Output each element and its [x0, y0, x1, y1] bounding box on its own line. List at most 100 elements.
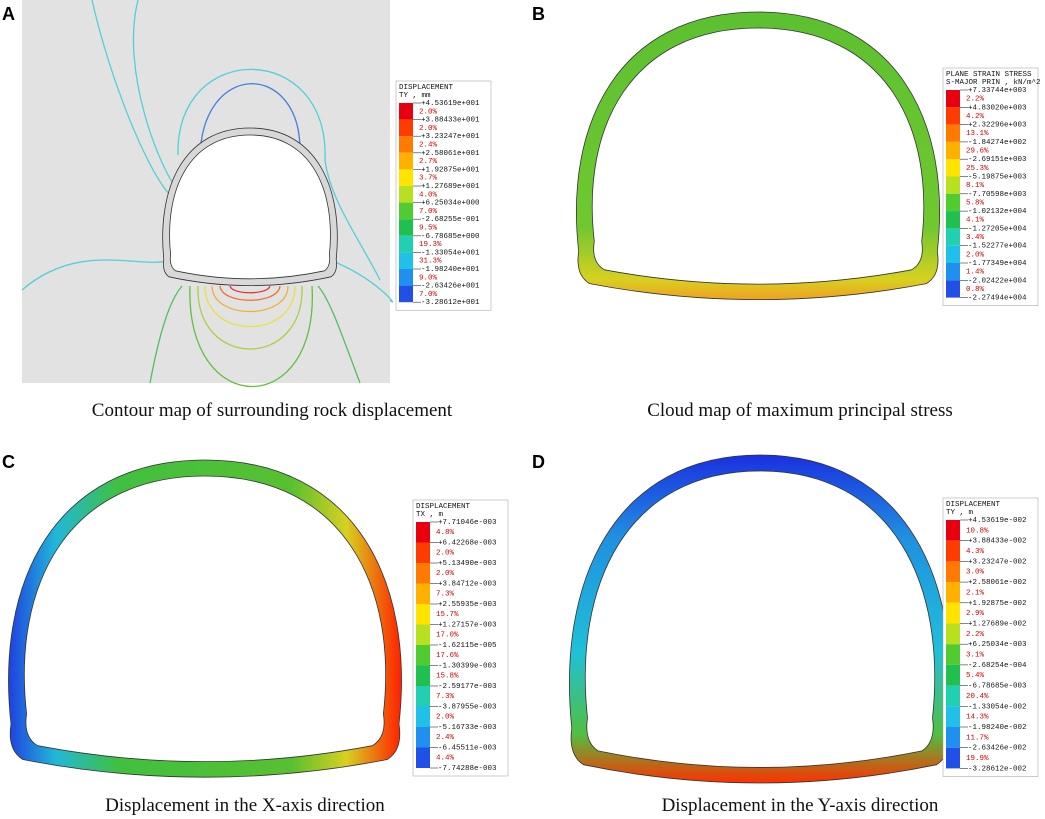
- legend-percent: 9.5%: [419, 224, 438, 232]
- caption: Contour map of surrounding rock displace…: [92, 400, 453, 421]
- legend-percent: 2.2%: [966, 96, 985, 104]
- legend-swatch: [399, 152, 413, 170]
- legend-percent: 7.0%: [419, 291, 438, 299]
- legend-percent: 5.4%: [966, 672, 985, 680]
- legend-swatch: [416, 624, 430, 645]
- legend-percent: 9.0%: [419, 274, 438, 282]
- legend-swatch: [946, 245, 960, 263]
- legend-value: +1.92875e-002: [968, 600, 1027, 608]
- legend-title: S-MAJOR PRIN , kN/m^2: [946, 78, 1041, 87]
- legend-value: +1.27689e-002: [968, 620, 1027, 628]
- legend-percent: 4.1%: [966, 217, 985, 225]
- legend-swatch: [946, 623, 960, 645]
- legend-swatch: [946, 176, 960, 194]
- legend-swatch: [946, 124, 960, 142]
- legend-percent: 2.0%: [966, 251, 985, 259]
- legend-value: -2.27494e+004: [968, 295, 1027, 303]
- legend-percent: 15.8%: [436, 673, 459, 681]
- legend-value: +1.27157e-003: [438, 621, 497, 629]
- panel-letter: C: [2, 452, 15, 472]
- legend-swatch: [946, 280, 960, 298]
- legend-value: -1.52277e+004: [968, 243, 1027, 251]
- legend-percent: 2.4%: [419, 141, 438, 149]
- legend-swatch: [399, 235, 413, 253]
- contour-lines: [21, 0, 394, 387]
- legend-swatch: [946, 263, 960, 281]
- legend-value: -2.68255e-001: [421, 216, 480, 224]
- legend-value: -1.62115e-005: [438, 642, 497, 650]
- legend-swatch: [946, 747, 960, 769]
- caption: Displacement in the Y-axis direction: [662, 795, 939, 816]
- legend-percent: 2.0%: [436, 714, 455, 722]
- legend-percent: 3.1%: [966, 652, 985, 660]
- legend-percent: 7.0%: [419, 208, 438, 216]
- legend-percent: 2.0%: [436, 550, 455, 558]
- legend-value: +6.25034e-003: [968, 641, 1027, 649]
- legend-value: +1.92875e+001: [421, 166, 480, 174]
- legend-percent: 20.4%: [966, 693, 989, 701]
- legend-percent: 17.0%: [436, 632, 459, 640]
- legend-swatch: [416, 563, 430, 584]
- legend-percent: 4.3%: [966, 548, 985, 556]
- legend-percent: 5.8%: [966, 199, 985, 207]
- legend-value: -1.84274e+002: [968, 139, 1027, 147]
- legend-swatch: [399, 186, 413, 203]
- legend-percent: 2.0%: [436, 570, 455, 578]
- legend-percent: 11.7%: [966, 734, 989, 742]
- legend-percent: 17.6%: [436, 652, 459, 660]
- legend-value: -1.33054e+001: [421, 249, 480, 257]
- legend-swatch: [946, 211, 960, 229]
- legend-value: -2.69151e+003: [968, 156, 1027, 164]
- legend-swatch: [946, 159, 960, 177]
- legend-swatch: [399, 252, 413, 269]
- legend-swatch: [946, 685, 960, 707]
- legend-value: +3.23247e+001: [421, 133, 480, 141]
- legend-value: +2.55935e-003: [438, 601, 497, 609]
- legend-value: +1.27689e+001: [421, 183, 480, 191]
- tunnel-opening: [591, 27, 925, 285]
- legend-swatch: [416, 747, 430, 768]
- legend-value: -2.63426e+001: [421, 283, 480, 291]
- legend-value: -2.63426e-002: [968, 745, 1027, 753]
- legend-title: DISPLACEMENT: [399, 84, 454, 92]
- legend-value: -3.28612e+001: [421, 299, 480, 307]
- panel-letter: B: [532, 4, 545, 24]
- legend-percent: 3.4%: [966, 234, 985, 242]
- legend-value: -1.02132e+004: [968, 208, 1027, 216]
- legend-percent: 25.3%: [966, 165, 989, 173]
- tunnel-opening: [169, 134, 331, 280]
- legend-title: PLANE STRAIN STRESS: [946, 71, 1032, 79]
- legend-percent: 8.1%: [966, 182, 985, 190]
- legend-percent: 3.0%: [966, 569, 985, 577]
- legend-value: -5.16733e-003: [438, 724, 497, 732]
- legend-swatch: [946, 90, 960, 108]
- legend-percent: 15.7%: [436, 611, 459, 619]
- legend-percent: 2.4%: [436, 734, 455, 742]
- legend-value: +2.58061e+001: [421, 150, 480, 158]
- caption: Displacement in the X-axis direction: [105, 795, 385, 816]
- legend-value: -1.30399e-003: [438, 662, 497, 670]
- legend-percent: 2.0%: [419, 125, 438, 133]
- legend-value: +3.88433e+001: [421, 117, 480, 125]
- legend-value: -6.78685e-003: [968, 683, 1027, 691]
- legend-swatch: [416, 706, 430, 727]
- tunnel-opening: [23, 475, 387, 763]
- legend-percent: 1.4%: [966, 269, 985, 277]
- legend-value: -6.45511e-003: [438, 744, 497, 752]
- legend-swatch: [946, 520, 960, 541]
- legend-value: +5.13490e-003: [438, 560, 497, 568]
- legend-percent: 10.8%: [966, 527, 989, 535]
- legend-percent: 2.7%: [419, 158, 438, 166]
- legend-value: +7.71046e-003: [438, 519, 497, 527]
- legend-swatch: [399, 219, 413, 236]
- legend-value: +4.53619e-002: [968, 517, 1027, 525]
- legend-percent: 2.1%: [966, 589, 985, 597]
- legend-swatch: [399, 103, 413, 120]
- legend-value: +3.84712e-003: [438, 580, 497, 588]
- legend-swatch: [416, 727, 430, 748]
- legend-value: -7.74288e-003: [438, 765, 497, 773]
- legend-percent: 19.3%: [419, 241, 442, 249]
- legend-title: TY , m: [946, 509, 974, 517]
- legend-swatch: [946, 664, 960, 686]
- legend-value: +4.83020e+003: [968, 104, 1027, 112]
